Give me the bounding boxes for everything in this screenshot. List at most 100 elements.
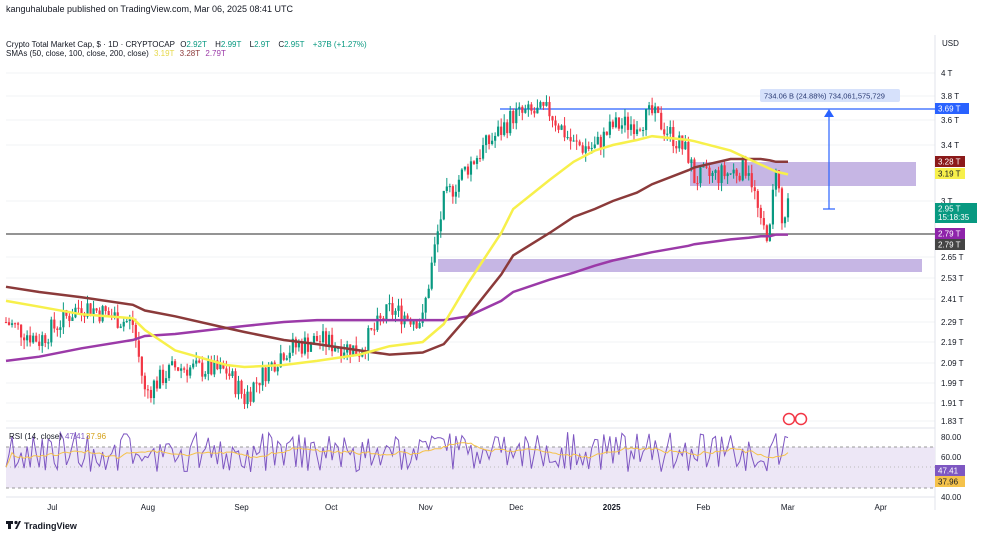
rsi-axis-60: 60.00 <box>941 453 962 462</box>
sma50-value: 3.19T <box>153 49 175 58</box>
candle-body <box>527 104 530 110</box>
candle-body <box>379 315 382 319</box>
candle-body <box>777 170 781 189</box>
candle-body <box>524 109 527 113</box>
time-axis-label: Feb <box>696 503 710 512</box>
candle-body <box>113 312 116 318</box>
candle-body <box>460 169 464 180</box>
currency-label[interactable]: USD <box>942 39 959 48</box>
candle-body <box>750 173 753 188</box>
candle-body <box>155 380 159 389</box>
candle-body <box>409 318 412 325</box>
candle-body <box>756 191 759 208</box>
candle-body <box>183 368 186 370</box>
measure-arrow-head <box>824 109 834 117</box>
candle-body <box>294 338 297 348</box>
candle-body <box>463 166 467 170</box>
candle-body <box>660 112 663 130</box>
candle-body <box>131 319 134 325</box>
candle-body <box>35 335 38 342</box>
sma100-value: 3.28T <box>179 49 201 58</box>
candle-body <box>161 369 165 383</box>
candle-body <box>340 347 343 358</box>
candle-body <box>195 360 198 364</box>
candle-body <box>581 145 584 153</box>
event-icon[interactable] <box>794 412 808 426</box>
candle-body <box>216 360 219 370</box>
candle-body <box>119 326 122 328</box>
candle-body <box>726 173 729 177</box>
candle-body <box>478 158 482 160</box>
candle-body <box>279 353 282 368</box>
sma200-tag <box>935 228 965 239</box>
candle-body <box>427 288 430 298</box>
candle-body <box>699 167 702 184</box>
price-axis-label: 3 T <box>941 197 953 206</box>
candle-body <box>433 244 436 263</box>
candle-body <box>472 161 476 164</box>
candle-body <box>370 328 373 330</box>
candle-body <box>222 363 225 369</box>
candle-body <box>684 141 687 150</box>
candle-body <box>786 198 790 218</box>
candle-body <box>50 319 53 343</box>
candle-body <box>324 331 328 347</box>
candle-body <box>780 188 784 224</box>
candle-body <box>86 303 89 317</box>
sma100-tag <box>935 156 965 167</box>
candle-body <box>430 262 433 289</box>
candle-body <box>237 380 240 395</box>
candle-body <box>548 101 551 117</box>
candle-body <box>29 335 32 343</box>
candle-body <box>536 107 539 114</box>
candle-body <box>605 131 608 135</box>
candle-body <box>201 362 204 377</box>
open-label: O2.92T <box>180 40 207 49</box>
candle-body <box>385 304 388 321</box>
sma-label[interactable]: SMAs (50, close, 100, close, 200, close) <box>6 49 149 58</box>
rsi-title[interactable]: RSI (14, close) <box>9 432 62 441</box>
candle-body <box>421 312 424 324</box>
candle-body <box>207 360 210 374</box>
candle-body <box>669 127 672 134</box>
candle-body <box>312 335 316 345</box>
resistance-tag-text: 3.69 T <box>938 105 961 114</box>
candle-body <box>439 219 442 232</box>
candle-body <box>783 217 787 224</box>
candle-body <box>593 144 596 148</box>
candle-body <box>554 120 557 126</box>
symbol-name[interactable]: Crypto Total Market Cap, $ · 1D · CRYPTO… <box>6 40 175 49</box>
price-axis-label: 3.6 T <box>941 116 959 125</box>
candle-body <box>732 169 735 174</box>
candle-body <box>204 373 207 377</box>
candle-body <box>71 317 74 321</box>
price-axis-label: 1.91 T <box>941 399 964 408</box>
candle-body <box>741 157 744 181</box>
candle-body <box>765 225 768 241</box>
brand-text[interactable]: TradingView <box>24 521 77 531</box>
time-axis-label: Jul <box>47 503 57 512</box>
candle-body <box>638 129 642 131</box>
candle-body <box>587 146 590 149</box>
candle-body <box>164 378 168 383</box>
candle-body <box>735 169 738 176</box>
candle-body <box>539 102 542 108</box>
candle-body <box>13 323 17 325</box>
candle-body <box>590 147 593 149</box>
candle-body <box>149 389 153 399</box>
price-axis-label: 3.8 T <box>941 92 959 101</box>
candle-body <box>303 337 307 354</box>
candle-body <box>125 321 128 323</box>
candle-body <box>484 135 488 146</box>
candle-body <box>327 334 331 347</box>
candle-body <box>32 335 35 343</box>
candle-body <box>282 353 285 360</box>
candle-body <box>572 140 575 142</box>
price-axis-label: 2.09 T <box>941 359 964 368</box>
candle-body <box>44 335 47 344</box>
candle-body <box>575 140 578 142</box>
event-icon[interactable] <box>782 412 796 426</box>
candle-body <box>629 124 633 130</box>
candle-body <box>623 116 627 126</box>
